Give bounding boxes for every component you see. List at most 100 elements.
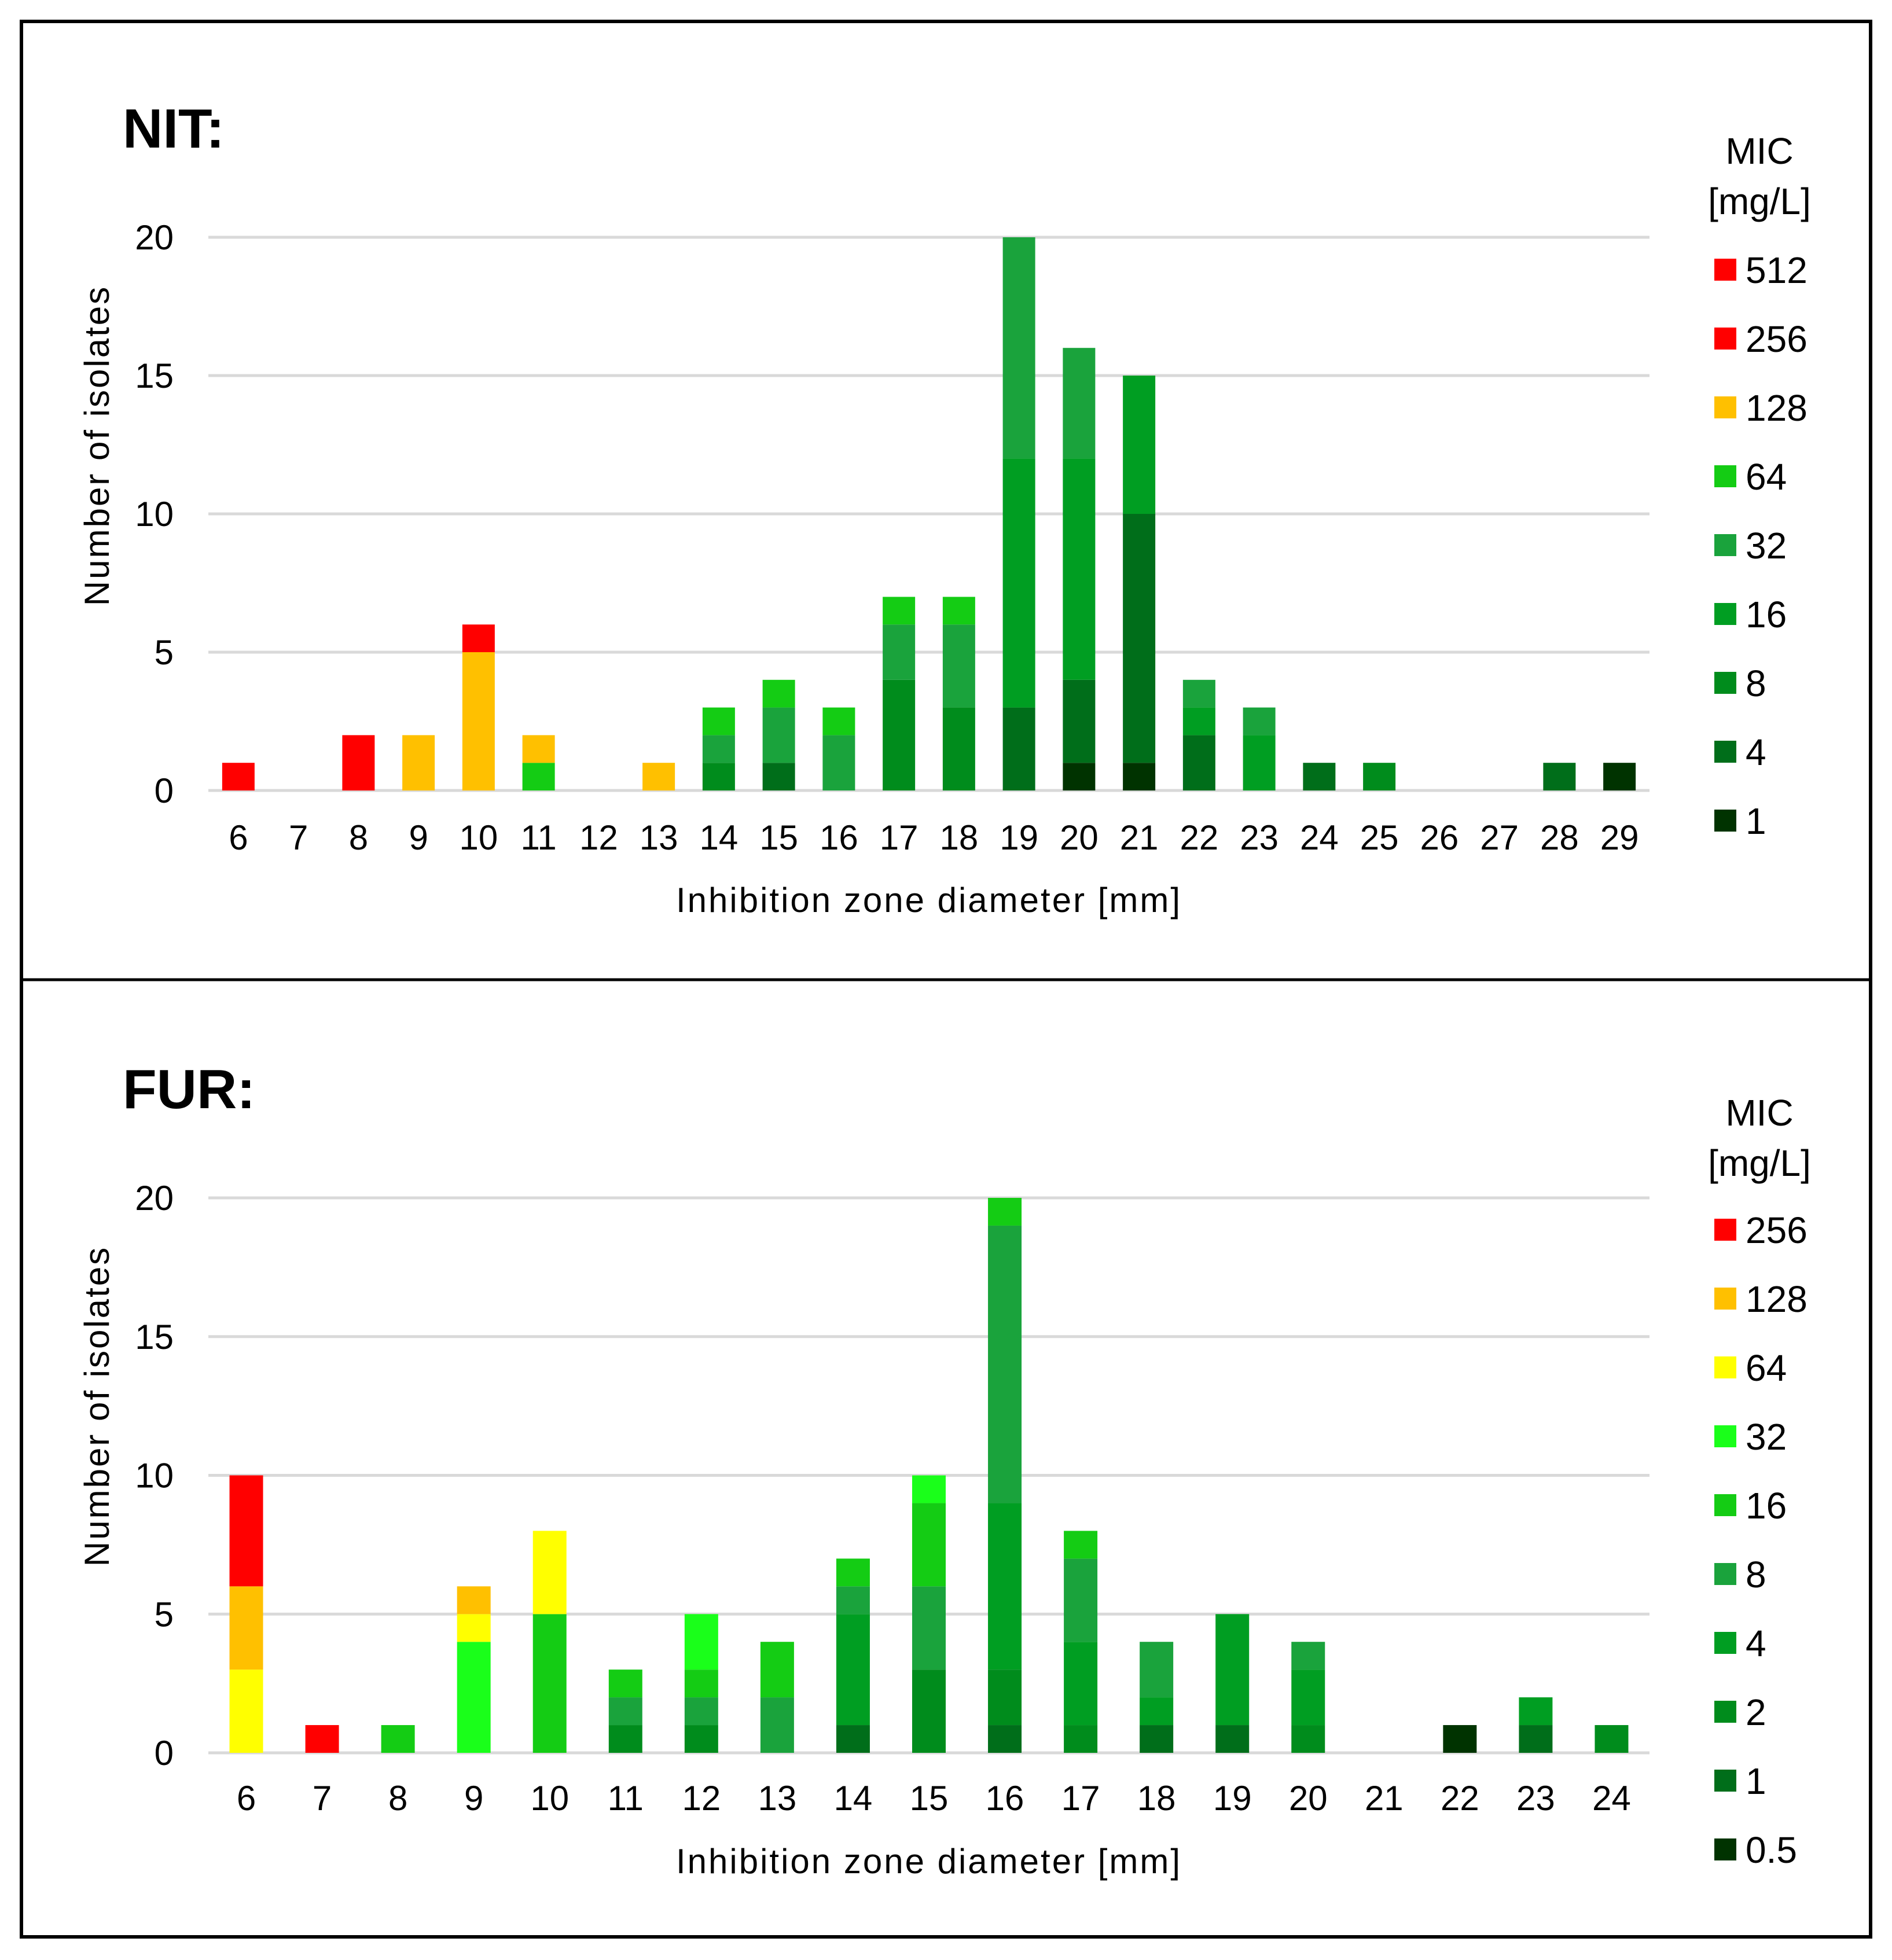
nit-bar-segment-21-mic-16: [1123, 376, 1156, 514]
fur-bar-segment-13-mic-8: [760, 1697, 794, 1753]
nit-bar-segment-21-mic-4: [1123, 514, 1156, 763]
fur-bar-segment-11-mic-2: [608, 1725, 642, 1753]
nit-legend-label: 256: [1746, 318, 1807, 360]
nit-bar-segment-14-mic-64: [702, 707, 735, 736]
nit-bar-segment-17-mic-8: [883, 679, 916, 790]
fur-x-ticks: 6 7 8 9 10 11 12 13 14 15 16 17 18 19 20 21 22 23 24: [237, 1779, 1631, 1818]
fur-bar-segment-15-mic-16: [912, 1503, 946, 1587]
fur-legend-title-line1: MIC: [1725, 1092, 1793, 1134]
fur-y-tick-label: 0: [155, 1734, 174, 1773]
nit-bar-segment-18-mic-32: [942, 624, 975, 708]
fur-legend-label: 32: [1746, 1416, 1787, 1458]
nit-bar-segment-16-mic-64: [822, 707, 855, 736]
fur-y-tick-label: 5: [155, 1595, 174, 1634]
fur-bar-segment-17-mic-16: [1064, 1531, 1098, 1559]
nit-x-tick-label: 25: [1360, 818, 1399, 857]
fur-bar-segment-23-mic-4: [1519, 1697, 1553, 1726]
fur-bar-segment-10-mic-64: [532, 1531, 567, 1615]
nit-bar-segment-15-mic-32: [762, 707, 795, 763]
fur-bar-segment-9-mic-64: [457, 1614, 491, 1642]
nit-bar-segment-14-mic-8: [702, 763, 735, 790]
nit-legend-title-line1: MIC: [1725, 130, 1793, 172]
nit-x-tick-label: 20: [1060, 818, 1099, 857]
nit-bar-segment-28-mic-4: [1543, 763, 1576, 790]
fur-bar-segment-15-mic-8: [912, 1586, 946, 1670]
nit-x-tick-label: 14: [700, 818, 739, 857]
fur-bar-segment-16-mic-1: [988, 1725, 1022, 1753]
nit-legend-label: 8: [1746, 663, 1766, 704]
fur-legend-label: 16: [1746, 1485, 1787, 1527]
nit-y-tick-label: 20: [135, 218, 174, 257]
nit-legend-items: 512 256 128 64 32 16 8 4 1: [1714, 249, 1807, 842]
fur-bar-segment-17-mic-4: [1064, 1642, 1098, 1726]
nit-legend-label: 512: [1746, 249, 1807, 291]
fur-x-tick-label: 9: [464, 1779, 483, 1818]
nit-bar-segment-11-mic-64: [522, 763, 555, 790]
nit-legend-label: 16: [1746, 594, 1787, 635]
nit-x-tick-label: 15: [759, 818, 798, 857]
nit-x-ticks: 6 7 8 9 10 11 12 13 14 15 16 17 18 19 20 21 22 23 24 25 26 27…: [229, 818, 1638, 857]
fur-legend-swatch: [1714, 1701, 1736, 1723]
fur-legend-label: 256: [1746, 1209, 1807, 1251]
fur-bar-segment-9-mic-128: [457, 1586, 491, 1615]
fur-bar-segment-8-mic-16: [381, 1725, 415, 1753]
fur-x-tick-label: 24: [1592, 1779, 1631, 1818]
fur-x-tick-label: 6: [237, 1779, 256, 1818]
fur-x-tick-label: 16: [986, 1779, 1024, 1818]
fur-x-axis-title: Inhibition zone diameter [mm]: [676, 1842, 1182, 1881]
fur-x-tick-label: 7: [313, 1779, 332, 1818]
fur-bar-segment-24-mic-2: [1595, 1725, 1629, 1753]
fur-legend-swatch: [1714, 1632, 1736, 1654]
fur-legend-swatch: [1714, 1425, 1736, 1447]
nit-legend-swatch: [1714, 534, 1736, 556]
nit-x-tick-label: 29: [1600, 818, 1639, 857]
fur-y-tick-label: 15: [135, 1318, 174, 1356]
nit-bar-segment-20-mic-1: [1063, 763, 1096, 790]
nit-bar-segment-14-mic-32: [702, 735, 735, 763]
nit-bar-segment-16-mic-32: [822, 735, 855, 790]
nit-legend-swatch: [1714, 259, 1736, 281]
fur-bar-segment-18-mic-1: [1140, 1725, 1174, 1753]
nit-bar-segment-18-mic-64: [942, 597, 975, 625]
nit-x-tick-label: 12: [579, 818, 618, 857]
fur-bars: [229, 1198, 1629, 1753]
nit-bar-segment-9-mic-128: [402, 735, 435, 790]
fur-bar-segment-12-mic-8: [684, 1697, 718, 1726]
fur-x-tick-label: 21: [1365, 1779, 1404, 1818]
panel-title-fur: FUR:: [123, 1058, 255, 1120]
fur-legend-items: 256 128 64 32 16 8 4 2 1 0.5: [1714, 1209, 1807, 1871]
fur-bar-segment-18-mic-4: [1140, 1697, 1174, 1726]
fur-legend-label: 4: [1746, 1623, 1766, 1664]
fur-x-tick-label: 22: [1441, 1779, 1479, 1818]
nit-bar-segment-10-mic-256: [462, 624, 495, 652]
nit-bar-segment-17-mic-64: [883, 597, 916, 625]
nit-x-tick-label: 6: [229, 818, 248, 857]
nit-bar-segment-13-mic-128: [642, 763, 675, 790]
fur-x-tick-label: 12: [682, 1779, 721, 1818]
fur-bar-segment-18-mic-8: [1140, 1642, 1174, 1698]
nit-bar-segment-22-mic-4: [1182, 735, 1215, 790]
nit-x-tick-label: 18: [940, 818, 979, 857]
fur-x-tick-label: 18: [1137, 1779, 1176, 1818]
nit-bar-segment-23-mic-32: [1243, 707, 1276, 736]
fur-bar-segment-16-mic-8: [988, 1225, 1022, 1503]
nit-bar-segment-8-mic-256: [342, 735, 375, 790]
fur-legend-label: 64: [1746, 1347, 1787, 1389]
fur-x-tick-label: 20: [1289, 1779, 1328, 1818]
fur-bar-segment-6-mic-256: [229, 1475, 263, 1587]
fur-bar-segment-12-mic-16: [684, 1670, 718, 1698]
nit-bar-segment-22-mic-16: [1182, 707, 1215, 736]
fur-bar-segment-15-mic-2: [912, 1670, 946, 1753]
fur-legend-label: 0.5: [1746, 1829, 1797, 1871]
fur-bar-segment-15-mic-32: [912, 1475, 946, 1503]
nit-x-tick-label: 21: [1120, 818, 1159, 857]
fur-bar-segment-16-mic-16: [988, 1198, 1022, 1226]
fur-bar-segment-23-mic-1: [1519, 1725, 1553, 1753]
nit-x-tick-label: 10: [460, 818, 498, 857]
nit-x-tick-label: 13: [640, 818, 678, 857]
nit-x-tick-label: 24: [1300, 818, 1339, 857]
nit-legend-swatch: [1714, 465, 1736, 487]
nit-bar-segment-20-mic-32: [1063, 348, 1096, 459]
nit-x-tick-label: 27: [1480, 818, 1519, 857]
